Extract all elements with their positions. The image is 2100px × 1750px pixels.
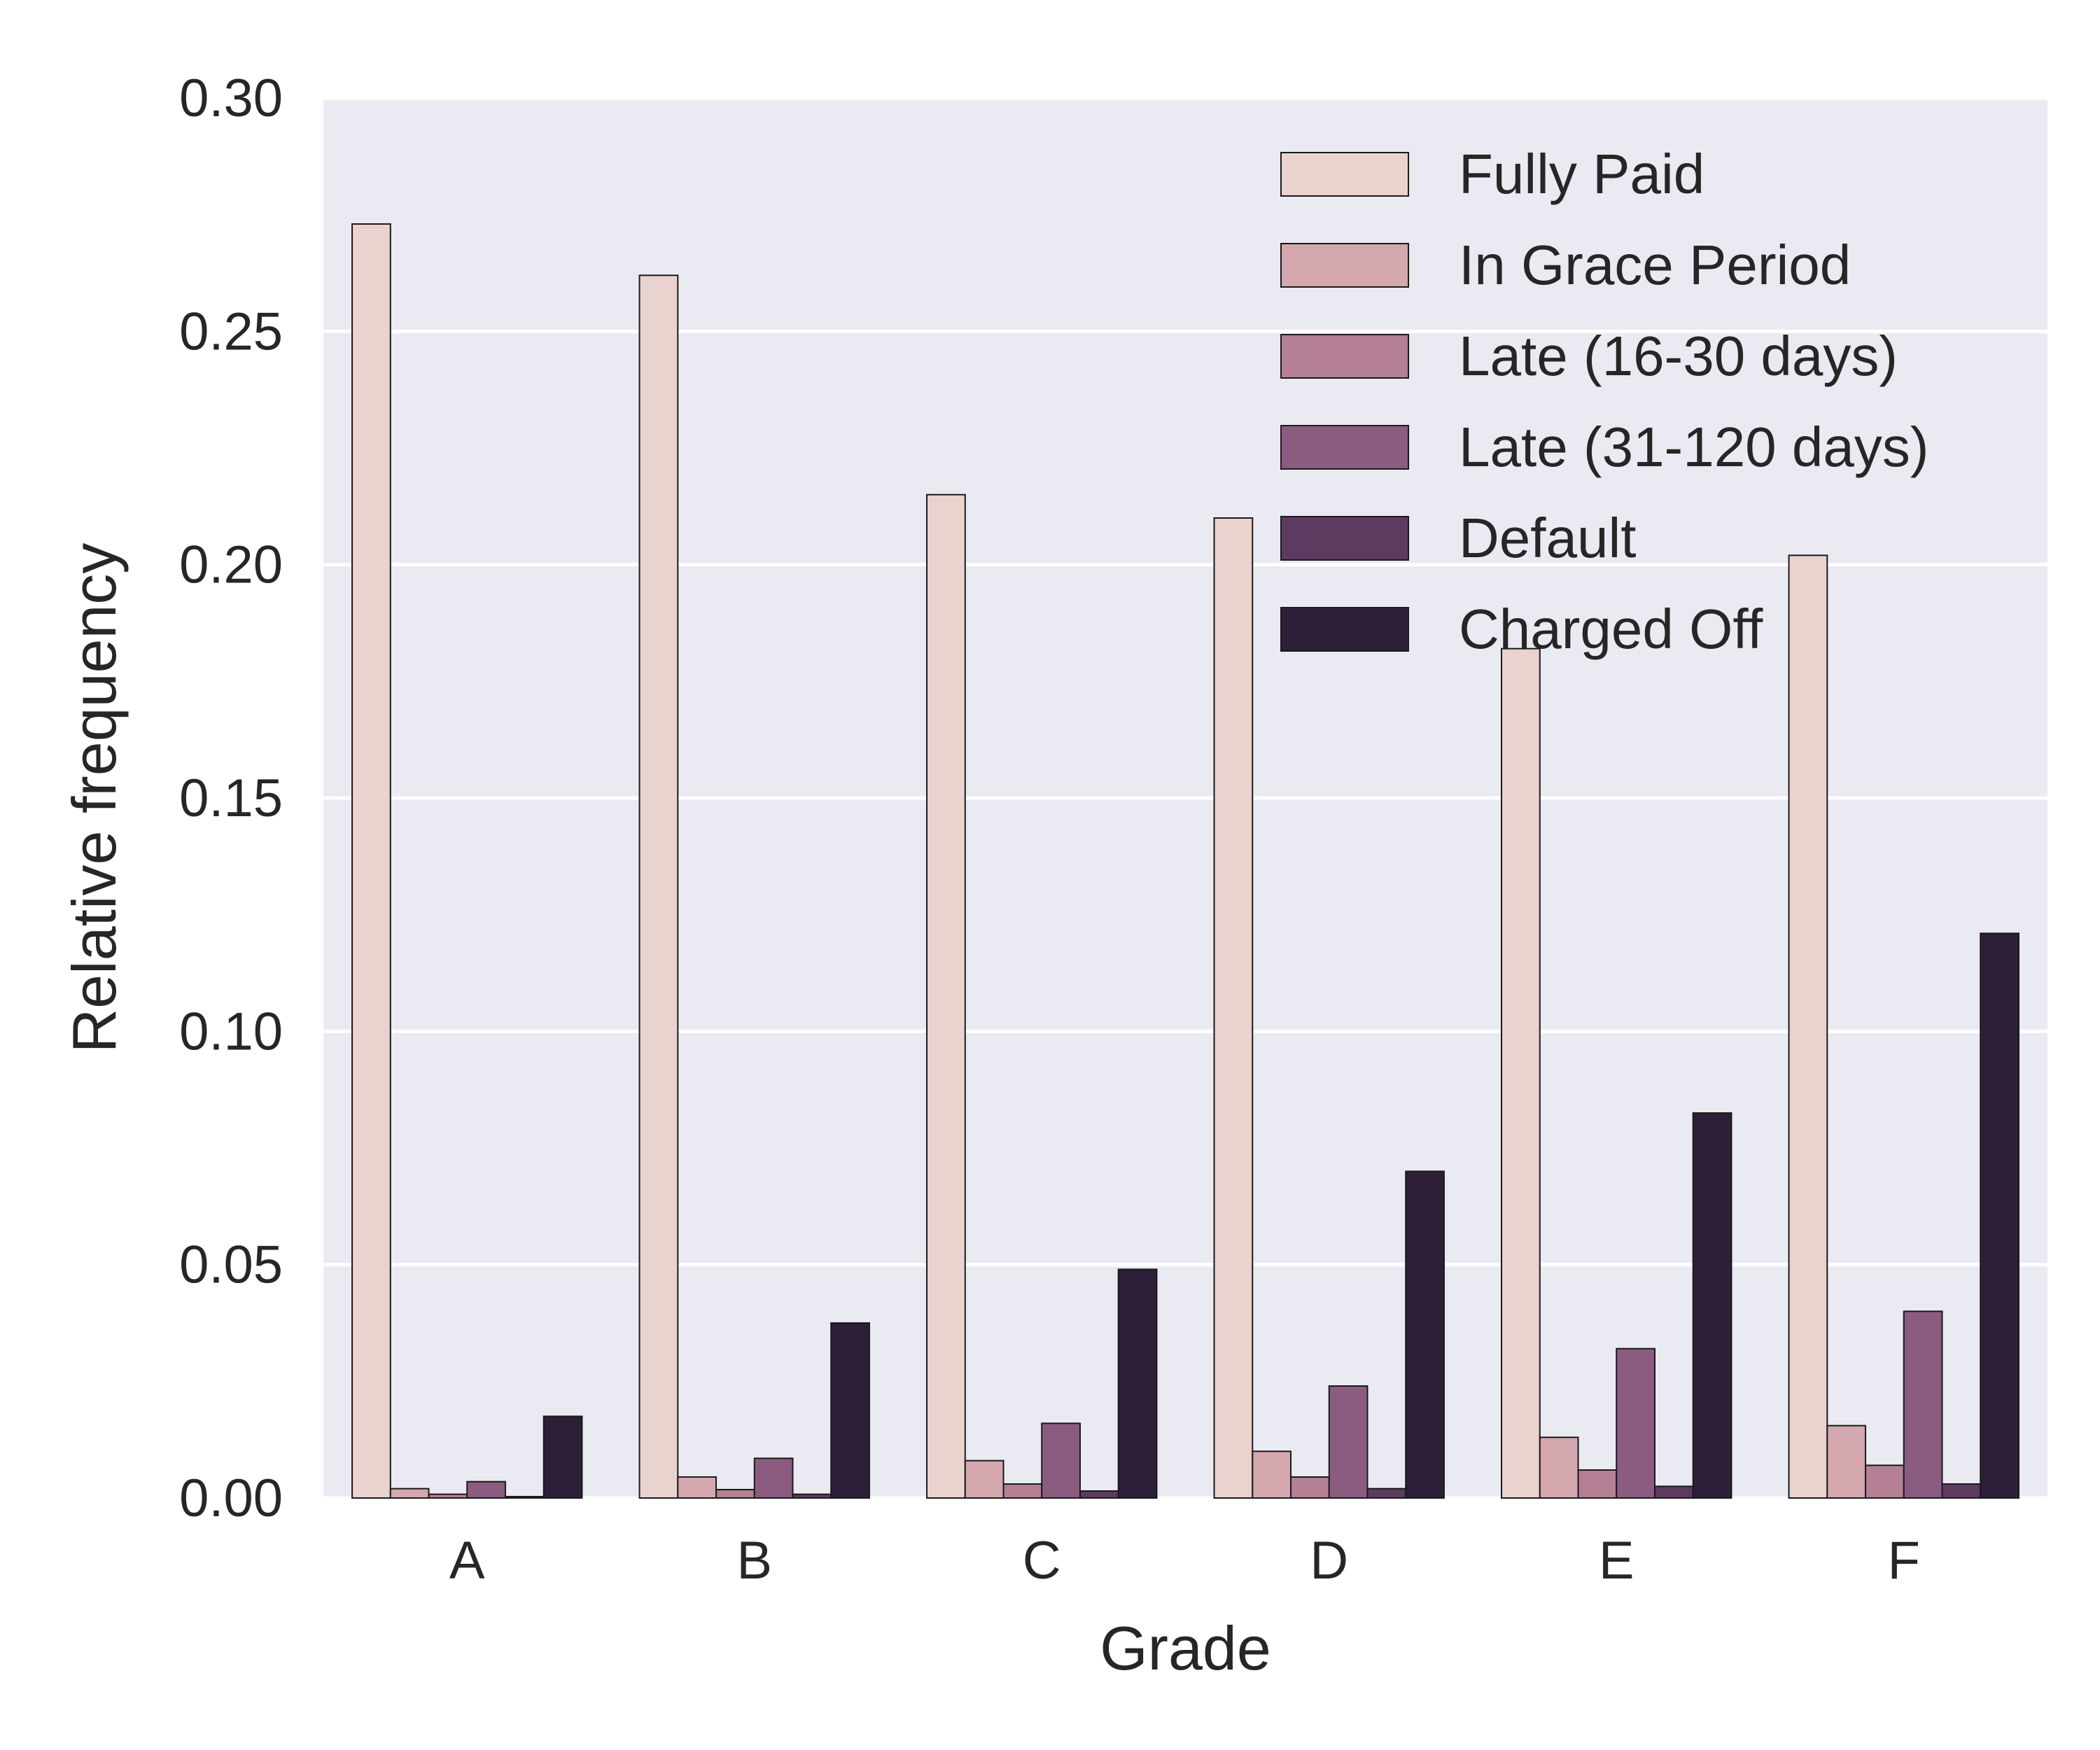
y-tick-label: 0.10: [179, 1002, 283, 1061]
bar: [753, 1457, 794, 1499]
legend-label: Late (16-30 days): [1459, 325, 1898, 387]
bar: [466, 1480, 506, 1499]
x-tick-label: D: [1310, 1531, 1348, 1590]
legend-label: In Grace Period: [1459, 234, 1851, 296]
bar: [428, 1493, 468, 1499]
y-tick-label: 0.30: [179, 69, 283, 128]
bar: [1539, 1436, 1579, 1499]
bar: [1405, 1170, 1445, 1499]
bar: [677, 1476, 718, 1499]
x-tick-label: F: [1888, 1531, 1920, 1590]
bar: [1826, 1424, 1867, 1499]
x-axis-label: Grade: [1100, 1614, 1271, 1683]
legend-swatch: [1280, 607, 1409, 652]
x-tick-label: E: [1599, 1531, 1634, 1590]
bar: [1903, 1310, 1943, 1499]
bar: [1653, 1485, 1694, 1499]
bar: [351, 223, 391, 1499]
bar: [1366, 1488, 1407, 1499]
legend-swatch: [1280, 425, 1409, 470]
legend-swatch: [1280, 152, 1409, 197]
bar: [830, 1322, 870, 1499]
bar: [1788, 554, 1828, 1499]
bar: [1002, 1483, 1043, 1499]
bar: [1941, 1483, 1982, 1499]
legend-label: Charged Off: [1459, 598, 1763, 660]
bar: [1501, 648, 1541, 1499]
x-tick-labels: A B C D E F: [449, 1531, 1920, 1590]
bar: [542, 1415, 583, 1499]
x-tick-label: C: [1023, 1531, 1061, 1590]
bar: [1865, 1464, 1905, 1499]
bar: [638, 274, 679, 1499]
bar: [1213, 517, 1254, 1499]
bar: [1980, 932, 2019, 1499]
y-tick-label: 0.25: [179, 302, 283, 361]
y-tick-label: 0.00: [179, 1469, 283, 1528]
bar: [715, 1489, 755, 1499]
bars: [351, 223, 2019, 1499]
legend-label: Default: [1459, 507, 1636, 569]
legend-swatch: [1280, 243, 1409, 288]
legend-label: Fully Paid: [1459, 143, 1704, 205]
legend-swatch: [1280, 516, 1409, 561]
legend-label: Late (31-120 days): [1459, 416, 1929, 478]
x-tick-label: A: [449, 1531, 485, 1590]
legend-swatch: [1280, 334, 1409, 379]
bar: [926, 493, 966, 1499]
y-tick-labels: 0.00 0.05 0.10 0.15 0.20 0.25 0.30: [179, 69, 283, 1528]
bar: [504, 1496, 545, 1499]
bar: [1041, 1422, 1081, 1499]
bar: [1117, 1268, 1158, 1499]
bar: [792, 1493, 832, 1499]
bar: [389, 1488, 430, 1499]
y-tick-label: 0.05: [179, 1236, 283, 1295]
x-tick-label: B: [736, 1531, 772, 1590]
bar: [1328, 1385, 1368, 1499]
y-tick-label: 0.20: [179, 536, 283, 595]
bar: [1252, 1450, 1292, 1499]
grid-lines: [323, 96, 2047, 1500]
bar: [1692, 1112, 1732, 1499]
bar: [1577, 1469, 1618, 1499]
legend: Fully Paid In Grace Period Late (16-30 day…: [1280, 143, 1929, 660]
y-axis-label: Relative frequency: [59, 543, 129, 1054]
y-tick-label: 0.15: [179, 769, 283, 828]
bar: [1616, 1348, 1656, 1499]
bar: [1079, 1490, 1119, 1499]
bar: [964, 1460, 1004, 1499]
bar: [1290, 1476, 1330, 1499]
